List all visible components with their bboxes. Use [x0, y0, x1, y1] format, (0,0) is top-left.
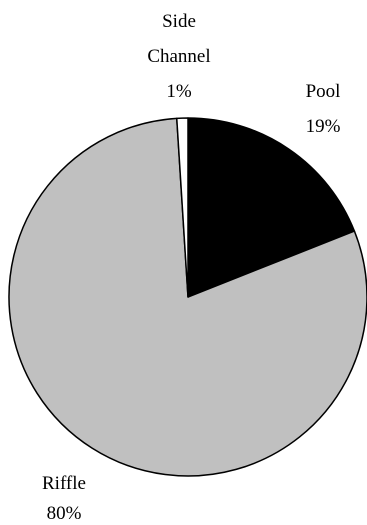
pie-slice-side-channel [176, 117, 189, 298]
pie-slices [8, 117, 367, 477]
slice-label-pool-name: Pool [306, 81, 341, 102]
slice-label-riffle-percent: 80% [47, 503, 82, 524]
slice-label-pool-percent: 19% [306, 116, 341, 137]
slice-label-side-channel-percent: 1% [166, 81, 192, 102]
slice-label-riffle-name: Riffle [42, 473, 86, 494]
slice-label-side-channel-name-line1: Side [162, 11, 196, 32]
pie-slice-pool [187, 117, 356, 298]
slice-label-side-channel-name-line2: Channel [147, 46, 210, 67]
